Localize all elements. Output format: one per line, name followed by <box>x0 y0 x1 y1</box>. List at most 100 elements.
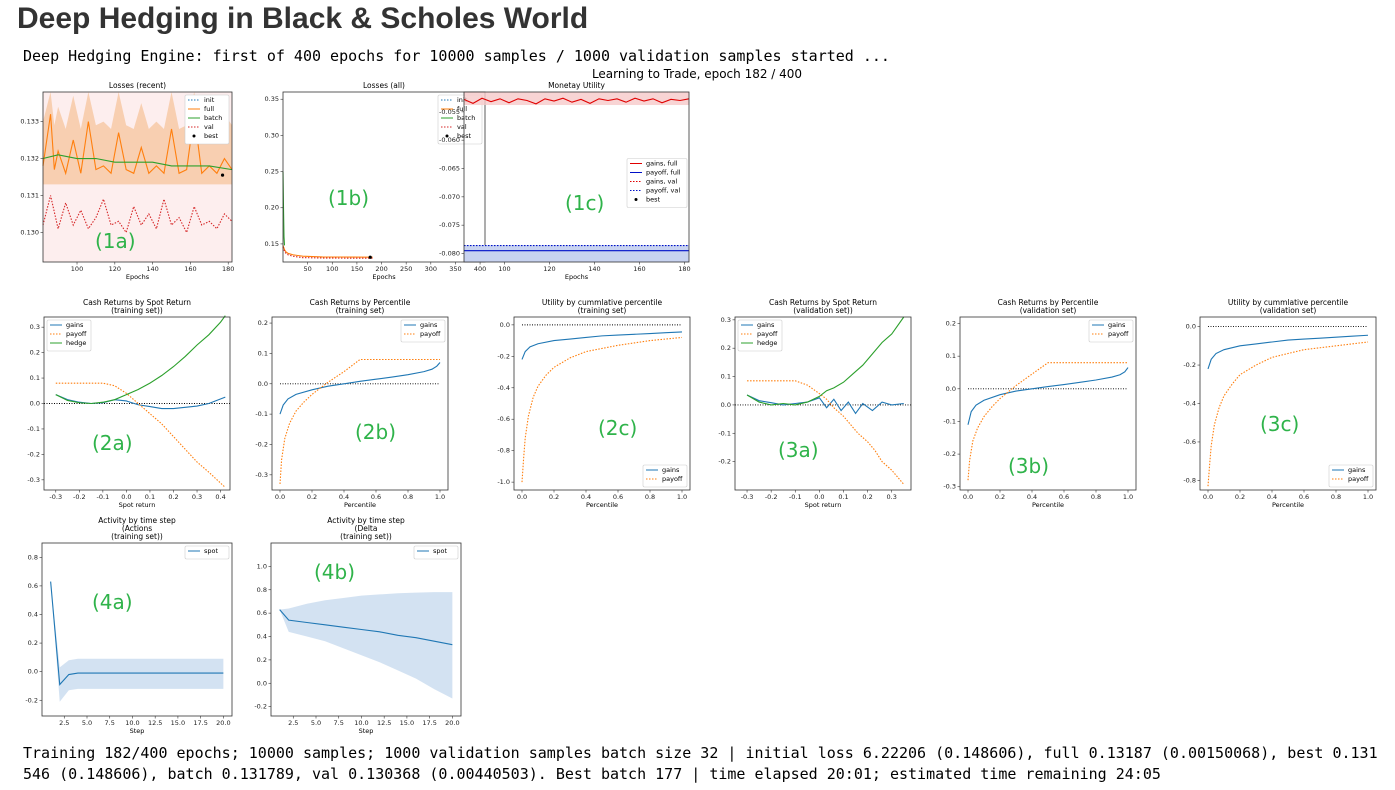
y-tick-label: 0.130 <box>20 228 39 236</box>
legend-label: best <box>204 132 219 140</box>
chart-1b: Losses (all) 50 100 150 200 250 300 350 400 0.15 0… <box>240 80 487 290</box>
chart-1a: Losses (recent) 100 120 140 160 180 0.130 0.131… <box>0 80 240 290</box>
y-tick-label: -0.4 <box>1183 400 1196 408</box>
x-tick-label: 150 <box>351 265 363 273</box>
panel-annotation: (3a) <box>778 438 819 462</box>
axes-frame <box>270 542 462 717</box>
chart-3b: Cash Returns by Percentile (validation se… <box>930 295 1150 510</box>
y-tick-label: -0.4 <box>497 384 510 392</box>
x-tick-label: 120 <box>109 265 121 273</box>
y-tick-label: 0.0 <box>258 380 268 388</box>
series-val <box>282 246 373 259</box>
x-tick-label: 15.0 <box>171 719 185 727</box>
series-payoff <box>967 362 1128 481</box>
legend-label: spot <box>433 547 447 555</box>
chart-title: (Delta <box>355 524 378 533</box>
legend-label: payoff <box>662 475 683 483</box>
confidence-band <box>50 581 224 702</box>
chart-svg-3a: Cash Returns by Spot Return(validation s… <box>718 298 912 509</box>
x-axis-label: Epochs <box>565 273 589 281</box>
y-tick-label: -0.055 <box>439 108 460 116</box>
legend-label: full <box>204 105 214 113</box>
y-tick-label: -0.060 <box>439 136 460 144</box>
y-tick-label: -0.075 <box>439 221 460 229</box>
series-payoff <box>1207 341 1369 487</box>
series-hedge <box>55 315 226 405</box>
chart-svg-3b: Cash Returns by Percentile(validation se… <box>943 298 1137 509</box>
y-tick-label: -1.0 <box>497 478 510 486</box>
series-payoff <box>55 382 226 488</box>
x-tick-label: 5.0 <box>82 719 92 727</box>
y-tick-label: -0.2 <box>1183 361 1196 369</box>
y-tick-label: -0.3 <box>943 483 956 491</box>
y-tick-label: 0.2 <box>258 319 268 327</box>
confidence-band <box>279 592 453 699</box>
axes-frame <box>1199 316 1377 491</box>
x-axis-label: Percentile <box>586 501 618 509</box>
x-axis-label: Epochs <box>126 273 150 281</box>
x-tick-label: 0.3 <box>192 493 202 501</box>
x-tick-label: -0.2 <box>765 493 778 501</box>
y-tick-label: 0.132 <box>20 155 39 163</box>
y-tick-label: 0.1 <box>946 352 956 360</box>
y-tick-label: -0.1 <box>943 417 956 425</box>
chart-title: (training set)) <box>111 306 163 315</box>
x-tick-label: 0.2 <box>549 493 559 501</box>
chart-title: Activity by time step <box>327 516 405 525</box>
y-tick-label: 0.8 <box>28 553 38 561</box>
y-tick-label: 0.2 <box>30 349 40 357</box>
x-tick-label: 120 <box>543 265 555 273</box>
legend-box <box>437 94 483 145</box>
x-tick-label: 0.1 <box>145 493 155 501</box>
x-tick-label: 0.2 <box>1235 493 1245 501</box>
y-tick-label: -0.1 <box>718 429 731 437</box>
chart-title: Cash Returns by Spot Return <box>83 298 191 307</box>
x-tick-label: 17.5 <box>422 719 436 727</box>
x-tick-label: -0.1 <box>97 493 110 501</box>
x-tick-label: 10.0 <box>125 719 139 727</box>
range-band-payoff <box>464 245 689 262</box>
axes-frame <box>959 316 1137 491</box>
x-tick-label: 0.4 <box>581 493 591 501</box>
x-tick-label: 20.0 <box>216 719 230 727</box>
panel-annotation: (3c) <box>1260 412 1299 436</box>
x-tick-label: -0.3 <box>49 493 62 501</box>
chart-svg-4b: Activity by time step(Delta(training set… <box>254 516 462 735</box>
x-axis-label: Epochs <box>372 273 396 281</box>
legend-box <box>413 545 459 560</box>
chart-title: (training set)) <box>111 532 163 541</box>
x-tick-label: 17.5 <box>193 719 207 727</box>
series-val <box>42 195 233 234</box>
legend-label: gains <box>662 466 680 474</box>
y-tick-label: 0.0 <box>30 400 40 408</box>
x-axis-label: Percentile <box>344 501 376 509</box>
y-tick-label: -0.2 <box>943 450 956 458</box>
x-tick-label: 1.0 <box>1363 493 1373 501</box>
x-tick-label: 160 <box>633 265 645 273</box>
y-tick-label: 1.0 <box>257 562 267 570</box>
series-gains <box>746 394 904 415</box>
chart-title: Utility by cummlative percentile <box>542 298 663 307</box>
panel-annotation: (4b) <box>314 560 355 584</box>
x-tick-label: 1.0 <box>677 493 687 501</box>
y-tick-label: 0.133 <box>20 118 39 126</box>
y-tick-label: -0.2 <box>254 703 267 711</box>
y-tick-label: 0.2 <box>257 656 267 664</box>
page-title: Deep Hedging in Black & Scholes World <box>17 2 589 35</box>
chart-title: (training set) <box>336 306 385 315</box>
training-summary: Training 182/400 epochs; 10000 samples; … <box>23 744 1378 783</box>
x-tick-label: 0.4 <box>1027 493 1037 501</box>
y-tick-label: 0.131 <box>20 191 39 199</box>
y-tick-label: 0.2 <box>721 344 731 352</box>
x-tick-label: 5.0 <box>311 719 321 727</box>
legend-label: gains <box>1348 466 1366 474</box>
series-batch <box>42 154 233 171</box>
x-tick-label: 300 <box>425 265 437 273</box>
axes-frame <box>282 91 486 263</box>
legend-label: gains <box>420 321 438 329</box>
legend-label: batch <box>204 114 222 122</box>
series-gains-full <box>463 97 690 105</box>
chart-svg-2c: Utility by cummlative percentile(trainin… <box>497 298 691 509</box>
x-tick-label: 0.0 <box>963 493 973 501</box>
x-tick-label: 140 <box>588 265 600 273</box>
